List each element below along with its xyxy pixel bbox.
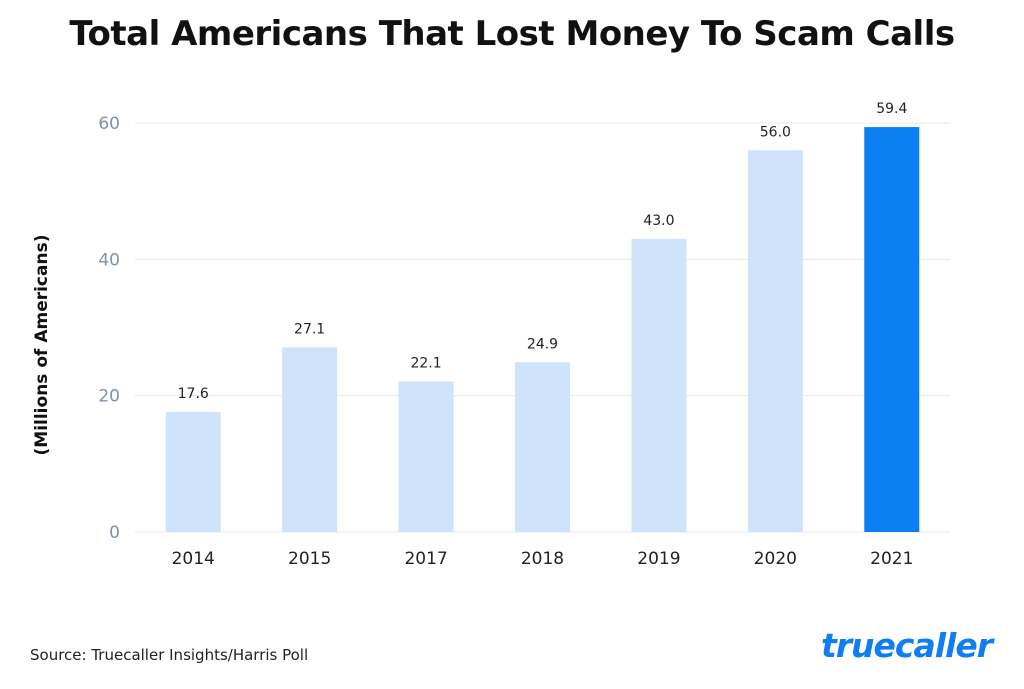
y-tick-label: 60 xyxy=(98,114,120,134)
data-label-2014: 17.6 xyxy=(178,386,209,402)
data-label-2020: 56.0 xyxy=(760,124,791,140)
data-label-2021: 59.4 xyxy=(876,101,907,117)
truecaller-logo: truecaller xyxy=(820,626,993,665)
x-tick-label-2019: 2019 xyxy=(637,549,680,569)
x-tick-label-2018: 2018 xyxy=(521,549,564,569)
bar-2014 xyxy=(165,412,221,532)
bar-2017 xyxy=(398,381,454,532)
labels: 0 20 40 60 17.6 2014 27.1 2015 22.1 2017 24.9 2018 4… xyxy=(98,101,913,569)
bars xyxy=(165,127,920,532)
x-tick-label-2014: 2014 xyxy=(172,549,215,569)
bar-2015 xyxy=(282,347,338,532)
y-tick-label: 0 xyxy=(109,523,120,543)
y-tick-label: 40 xyxy=(98,250,120,270)
chart-title: Total Americans That Lost Money To Scam … xyxy=(69,14,955,54)
data-label-2018: 24.9 xyxy=(527,336,558,352)
x-tick-label-2015: 2015 xyxy=(288,549,331,569)
data-label-2019: 43.0 xyxy=(643,213,674,229)
bar-2021 xyxy=(864,127,920,532)
bar-2020 xyxy=(747,150,803,532)
x-tick-label-2017: 2017 xyxy=(404,549,447,569)
y-axis-title: (Millions of Americans) xyxy=(32,235,52,456)
x-tick-label-2020: 2020 xyxy=(754,549,797,569)
data-label-2015: 27.1 xyxy=(294,321,325,337)
source-note: Source: Truecaller Insights/Harris Poll xyxy=(30,646,309,664)
bar-2019 xyxy=(631,238,687,532)
data-label-2017: 22.1 xyxy=(410,355,441,371)
bar-2018 xyxy=(515,362,570,532)
y-tick-label: 20 xyxy=(98,387,120,407)
x-tick-label-2021: 2021 xyxy=(870,549,913,569)
